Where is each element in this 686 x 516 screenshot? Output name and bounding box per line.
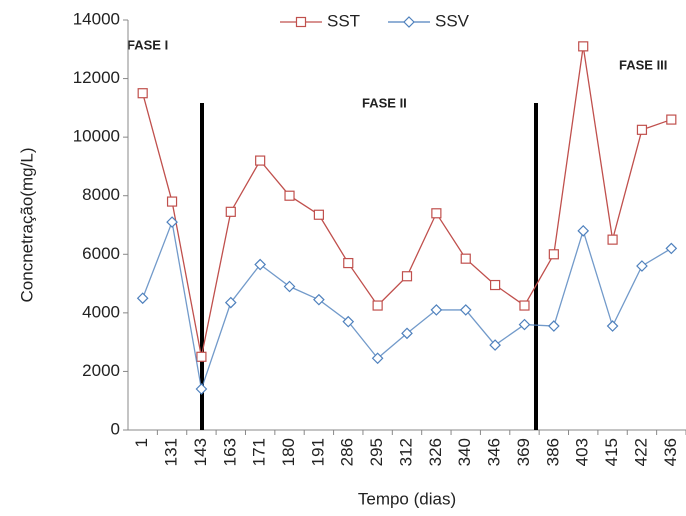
x-tick-label: 346: [485, 438, 504, 466]
x-tick-label: 131: [162, 438, 181, 466]
x-tick-label: 171: [250, 438, 269, 466]
point: [313, 209, 324, 220]
point: [166, 216, 178, 228]
x-tick-label: 340: [455, 438, 474, 466]
x-tick-label: 403: [573, 438, 592, 466]
x-tick-label: 386: [543, 438, 562, 466]
point: [254, 258, 267, 271]
point: [578, 41, 589, 52]
x-tick-label: 295: [367, 438, 386, 466]
point: [136, 292, 149, 305]
point: [295, 16, 307, 28]
x-tick-label: 436: [661, 438, 680, 466]
point: [636, 260, 648, 272]
point: [607, 234, 618, 245]
y-tick-label: 12000: [73, 68, 120, 87]
point: [137, 88, 148, 99]
x-axis-label: Tempo (dias): [358, 489, 456, 508]
point: [372, 300, 383, 311]
point: [284, 190, 295, 201]
point: [343, 257, 354, 269]
point: [430, 304, 443, 316]
y-tick-label: 2000: [82, 361, 120, 380]
point: [255, 155, 266, 166]
y-tick-label: 6000: [82, 244, 120, 263]
point: [666, 114, 677, 125]
point: [489, 339, 501, 351]
point: [196, 351, 207, 362]
point: [490, 279, 501, 291]
point: [519, 300, 530, 311]
point: [166, 196, 178, 207]
legend-label: SST: [327, 11, 360, 30]
point: [606, 320, 619, 332]
point: [577, 225, 590, 237]
x-tick-label: 286: [338, 438, 357, 466]
y-tick-label: 0: [111, 419, 120, 438]
legend-label: SSV: [435, 11, 470, 30]
point: [431, 208, 442, 219]
x-tick-label: 312: [396, 438, 415, 466]
point: [547, 320, 560, 332]
point: [401, 327, 413, 340]
x-tick-label: 1: [132, 438, 151, 447]
x-tick-label: 369: [514, 438, 533, 466]
x-tick-label: 180: [279, 438, 298, 466]
point: [313, 293, 325, 306]
annotation: FASE III: [619, 57, 667, 72]
point: [665, 242, 678, 255]
point: [224, 296, 237, 309]
x-tick-label: 422: [631, 438, 650, 466]
point: [342, 315, 355, 328]
x-tick-label: 191: [308, 438, 327, 466]
annotation: FASE II: [362, 95, 407, 110]
y-tick-label: 8000: [82, 185, 120, 204]
point: [518, 318, 531, 331]
series-line: [142, 219, 672, 390]
point: [371, 352, 384, 365]
point: [225, 206, 236, 217]
series-line: [142, 46, 672, 357]
annotation: FASE I: [127, 37, 168, 52]
y-tick-label: 4000: [82, 302, 120, 321]
point: [401, 271, 413, 282]
point: [403, 16, 415, 28]
x-tick-label: 143: [191, 438, 210, 466]
x-tick-label: 415: [602, 438, 621, 466]
point: [460, 253, 471, 264]
y-axis-label: Concnetração(mg/L): [17, 148, 36, 303]
point: [283, 280, 296, 293]
x-tick-label: 326: [426, 438, 445, 466]
point: [548, 249, 559, 260]
point: [195, 383, 208, 395]
point: [459, 304, 472, 316]
y-tick-label: 14000: [73, 9, 120, 28]
y-tick-label: 10000: [73, 127, 120, 146]
x-tick-label: 163: [220, 438, 239, 466]
point: [636, 124, 648, 135]
